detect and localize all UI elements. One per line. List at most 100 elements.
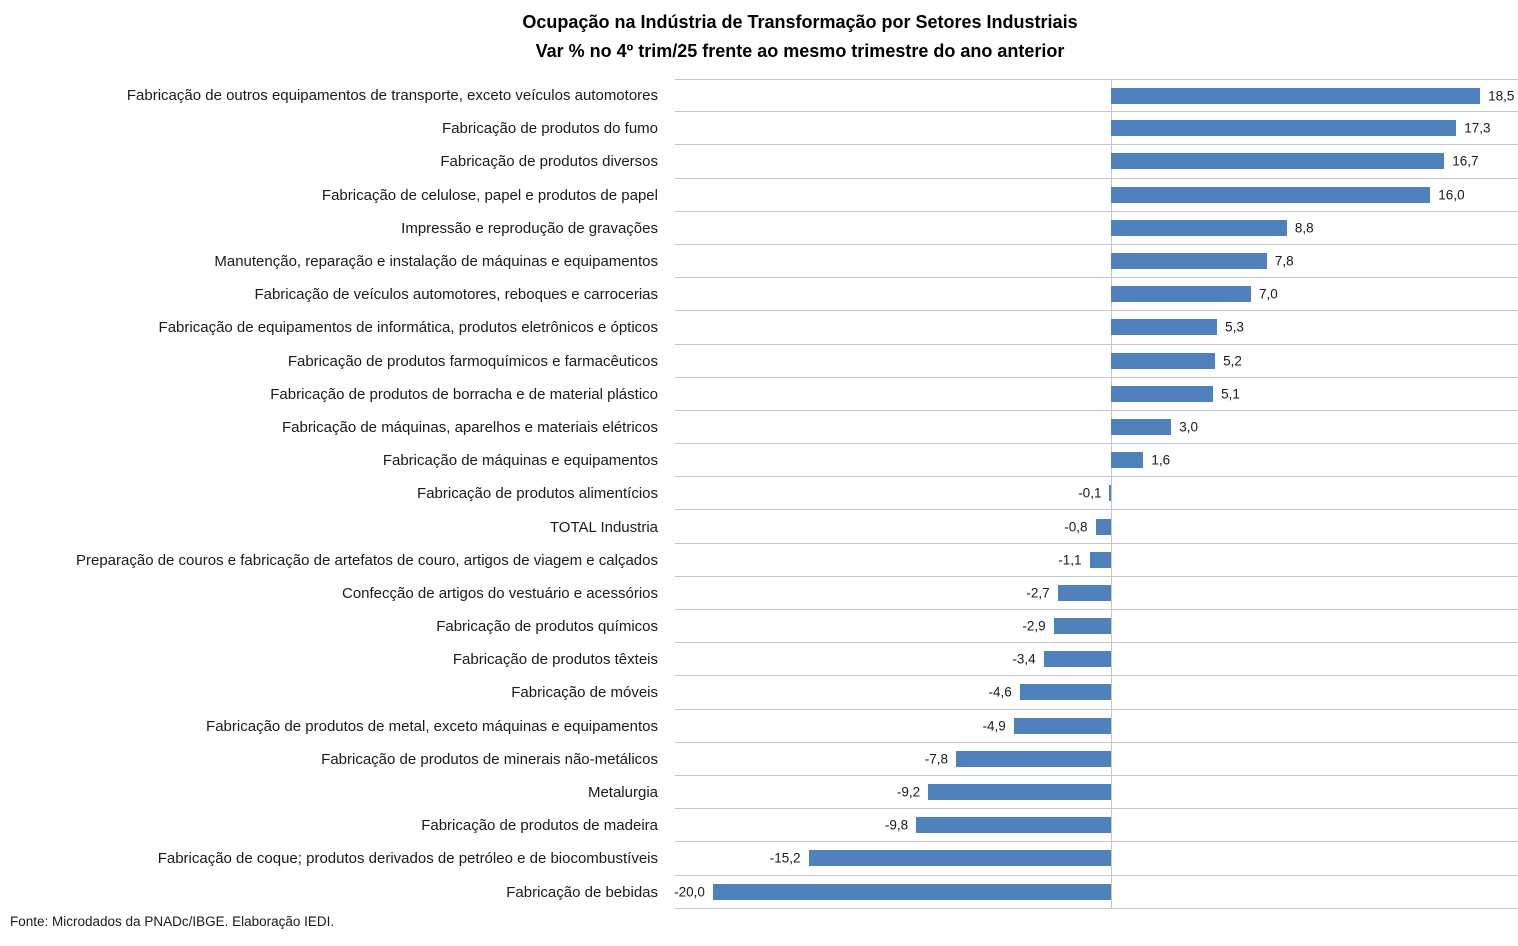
bar [1111, 352, 1216, 369]
bar [1111, 120, 1457, 137]
category-label: Fabricação de celulose, papel e produtos… [321, 186, 658, 204]
chart-row: Fabricação de veículos automotores, rebo… [0, 278, 1518, 312]
chart-row: Fabricação de produtos farmoquímicos e f… [0, 345, 1518, 378]
plot-cell: 5,1 [675, 378, 1518, 411]
category-label: Fabricação de veículos automotores, rebo… [254, 286, 658, 304]
bar [1089, 551, 1112, 568]
bar [1111, 153, 1445, 170]
chart-row: Fabricação de produtos de metal, exceto … [0, 710, 1518, 743]
value-label: -2,9 [1022, 618, 1046, 634]
chart-row: Fabricação de outros equipamentos de tra… [0, 79, 1518, 113]
bar [1057, 584, 1112, 601]
category-label: Manutenção, reparação e instalação de má… [214, 253, 658, 271]
value-label: 16,0 [1438, 187, 1465, 203]
bar [712, 883, 1112, 900]
chart-row: Fabricação de produtos de minerais não-m… [0, 743, 1518, 776]
value-label: -4,6 [988, 684, 1012, 700]
category-label: Fabricação de equipamentos de informátic… [158, 319, 658, 337]
plot-cell: 18,5 [675, 79, 1518, 113]
category-label: Fabricação de coque; produtos derivados … [157, 850, 658, 868]
bar [1043, 651, 1112, 668]
bar [916, 817, 1112, 834]
category-label: Confecção de artigos do vestuário e aces… [341, 584, 658, 602]
bar [1019, 684, 1112, 701]
category-label: Fabricação de produtos de metal, exceto … [206, 717, 658, 735]
bar [1111, 186, 1431, 203]
category-label: Fabricação de produtos farmoquímicos e f… [287, 352, 658, 370]
category-label: Impressão e reprodução de gravações [401, 219, 658, 237]
bar [808, 850, 1112, 867]
plot-cell: 3,0 [675, 411, 1518, 445]
plot-cell: -9,2 [675, 776, 1518, 810]
value-label: 5,2 [1223, 353, 1242, 369]
chart-title-line2: Var % no 4º trim/25 frente ao mesmo trim… [535, 41, 1065, 61]
value-label: 3,0 [1179, 419, 1198, 435]
category-label: Fabricação de móveis [511, 684, 658, 702]
source-note: Fonte: Microdados da PNADc/IBGE. Elabora… [10, 914, 335, 929]
value-label: 7,0 [1258, 286, 1278, 302]
chart-row: Fabricação de máquinas, aparelhos e mate… [0, 411, 1518, 445]
category-label: TOTAL Industria [549, 518, 658, 536]
value-label: -4,9 [982, 718, 1006, 734]
plot-cell: -20,0 [674, 876, 1518, 909]
value-label: -9,8 [884, 817, 909, 833]
plot-cell: 16,0 [675, 179, 1518, 212]
value-label: -0,8 [1064, 519, 1088, 535]
bar [1111, 418, 1172, 435]
value-label: -2,7 [1026, 585, 1050, 601]
category-label: Fabricação de produtos diversos [440, 153, 658, 171]
chart-row: Fabricação de produtos alimentícios -0,1 [0, 477, 1518, 511]
chart-row: TOTAL Industria -0,8 [0, 510, 1518, 544]
chart-row: Preparação de couros e fabricação de art… [0, 544, 1518, 577]
bar [1053, 618, 1112, 635]
plot-cell: 17,3 [675, 112, 1518, 146]
chart-row: Manutenção, reparação e instalação de má… [0, 245, 1518, 279]
category-label: Fabricação de produtos de madeira [421, 817, 658, 835]
plot-cell: -0,1 [675, 477, 1518, 511]
plot-cell: 5,3 [675, 311, 1518, 345]
chart-row: Fabricação de equipamentos de informátic… [0, 311, 1518, 345]
category-label: Fabricação de produtos químicos [436, 618, 658, 636]
category-label: Fabricação de bebidas [506, 883, 658, 901]
value-label: 5,3 [1225, 319, 1244, 335]
chart-row: Confecção de artigos do vestuário e aces… [0, 577, 1518, 610]
chart-row: Fabricação de produtos de borracha e de … [0, 378, 1518, 411]
bar [1111, 319, 1218, 336]
plot-area: Fabricação de outros equipamentos de tra… [0, 79, 1518, 909]
chart-row: Fabricação de produtos químicos -2,9 [0, 610, 1518, 644]
plot-cell: -4,6 [675, 676, 1518, 710]
plot-cell: -7,8 [675, 743, 1518, 776]
category-label: Preparação de couros e fabricação de art… [75, 551, 658, 569]
category-label: Fabricação de produtos do fumo [442, 120, 658, 138]
value-label: 1,6 [1151, 452, 1171, 468]
value-label: -0,1 [1078, 485, 1102, 501]
plot-cell: 7,0 [675, 278, 1518, 312]
bar [1111, 253, 1267, 270]
plot-cell: -2,9 [675, 610, 1518, 644]
chart-row: Fabricação de produtos diversos 16,7 [0, 145, 1518, 179]
bar [1109, 485, 1112, 502]
value-label: 8,8 [1294, 220, 1314, 236]
category-label: Fabricação de produtos de minerais não-m… [321, 750, 658, 768]
plot-cell: -4,9 [675, 710, 1518, 743]
chart-row: Fabricação de bebidas -20,0 [0, 876, 1518, 909]
value-label: 17,3 [1464, 120, 1491, 136]
plot-cell: 7,8 [675, 245, 1518, 279]
bar [1111, 452, 1144, 469]
value-label: -20,0 [674, 884, 705, 900]
category-label: Fabricação de produtos têxteis [452, 651, 658, 669]
bar [1111, 385, 1214, 402]
category-label: Fabricação de produtos alimentícios [417, 485, 658, 503]
bar [956, 750, 1112, 767]
value-label: -9,2 [896, 784, 921, 800]
category-label: Metalurgia [587, 784, 658, 802]
bar [1013, 717, 1112, 734]
category-label: Fabricação de produtos de borracha e de … [270, 385, 658, 403]
plot-cell: -15,2 [675, 842, 1518, 876]
plot-cell: 8,8 [675, 212, 1518, 245]
bar [1111, 286, 1251, 303]
plot-cell: 5,2 [675, 345, 1518, 378]
plot-cell: 1,6 [675, 444, 1518, 478]
value-label: 18,5 [1488, 88, 1515, 104]
